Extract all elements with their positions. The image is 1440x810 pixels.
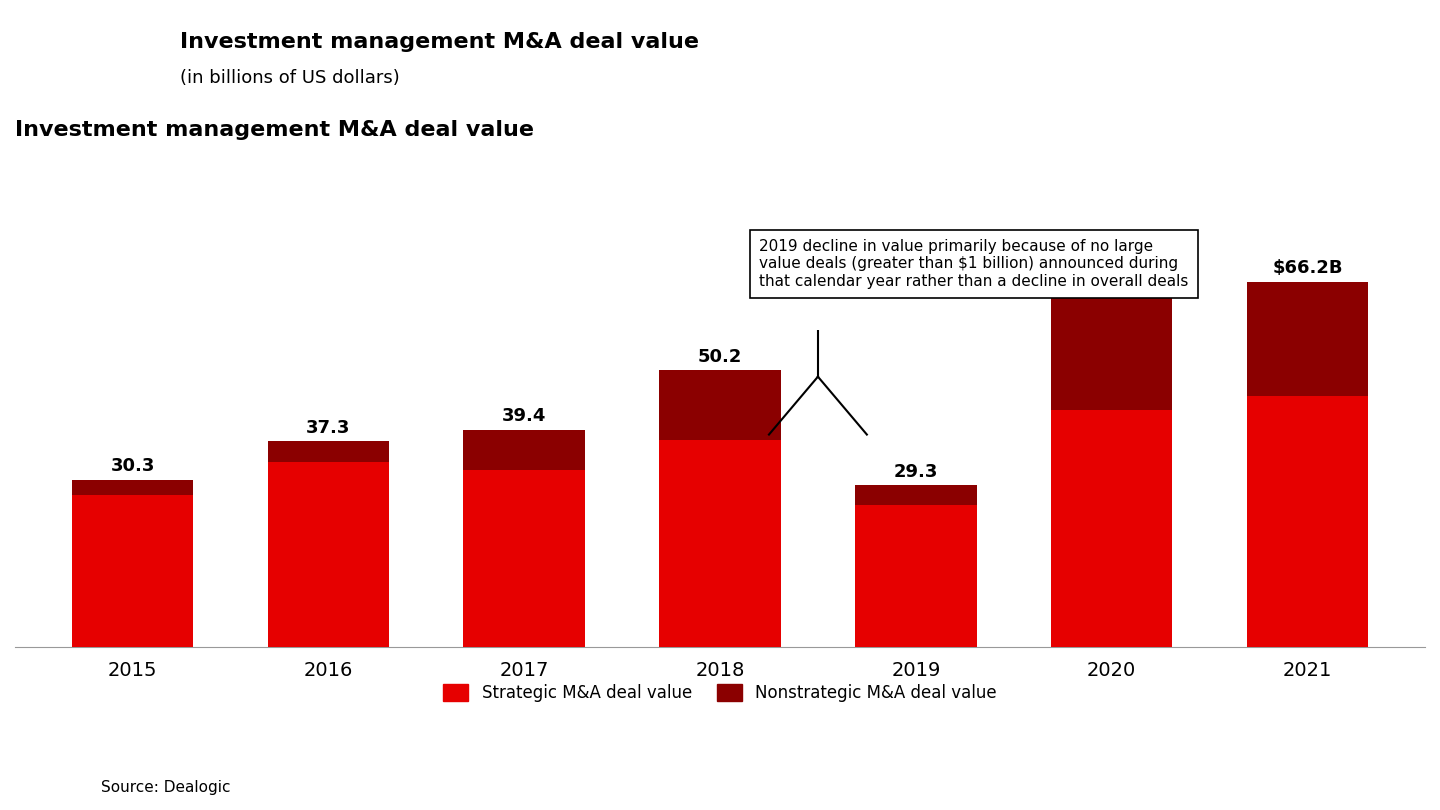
- Bar: [1051, 410, 1172, 647]
- Bar: [660, 440, 780, 647]
- Bar: [855, 485, 976, 505]
- Bar: [1247, 396, 1368, 647]
- Text: 30.3: 30.3: [111, 458, 154, 475]
- Bar: [1051, 273, 1172, 410]
- Bar: [464, 471, 585, 647]
- Legend: Strategic M&A deal value, Nonstrategic M&A deal value: Strategic M&A deal value, Nonstrategic M…: [436, 678, 1004, 709]
- Text: Source: Dealogic: Source: Dealogic: [101, 780, 230, 795]
- Bar: [660, 370, 780, 440]
- Bar: [268, 441, 389, 463]
- Bar: [72, 480, 193, 495]
- Text: 29.3: 29.3: [894, 463, 937, 481]
- Text: 37.3: 37.3: [307, 419, 350, 437]
- Text: 39.4: 39.4: [503, 407, 546, 425]
- Text: $66.2B: $66.2B: [1273, 259, 1342, 277]
- Text: 67.8: 67.8: [1090, 250, 1133, 269]
- Bar: [268, 463, 389, 647]
- Text: 50.2: 50.2: [698, 347, 742, 365]
- Text: (in billions of US dollars): (in billions of US dollars): [180, 69, 400, 87]
- Text: 2019 decline in value primarily because of no large
value deals (greater than $1: 2019 decline in value primarily because …: [759, 239, 1188, 288]
- Bar: [855, 505, 976, 647]
- Bar: [1247, 282, 1368, 396]
- Bar: [72, 495, 193, 647]
- Text: Investment management M&A deal value: Investment management M&A deal value: [180, 32, 698, 53]
- Text: Investment management M&A deal value: Investment management M&A deal value: [14, 121, 534, 140]
- Bar: [464, 429, 585, 471]
